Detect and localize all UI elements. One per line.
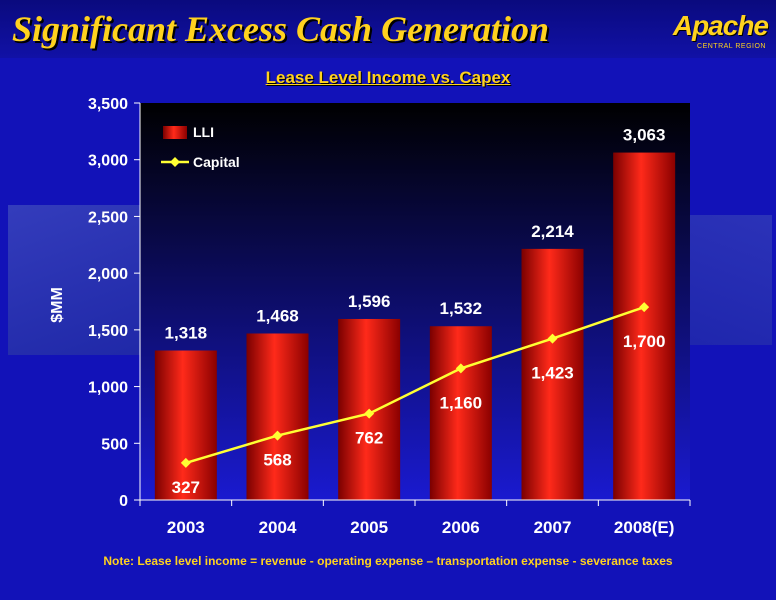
y-tick-label: 3,000 bbox=[88, 153, 128, 170]
legend-capital-label: Capital bbox=[193, 154, 240, 170]
capital-point bbox=[180, 457, 191, 468]
lli-bar bbox=[429, 326, 492, 500]
y-tick-label: 2,500 bbox=[88, 209, 128, 226]
capital-point bbox=[455, 363, 466, 374]
y-tick-label: 1,500 bbox=[88, 323, 128, 340]
capital-point bbox=[364, 408, 375, 419]
y-tick-label: 3,500 bbox=[88, 96, 128, 113]
company-logo: Apache CENTRAL REGION bbox=[666, 10, 770, 52]
y-tick-label: 2,000 bbox=[88, 266, 128, 283]
x-tick-label: 2007 bbox=[534, 518, 572, 537]
lli-data-label: 1,468 bbox=[256, 306, 299, 325]
lli-data-label: 3,063 bbox=[623, 126, 666, 145]
slide-title: Significant Excess Cash Generation bbox=[12, 9, 550, 49]
lli-data-label: 2,214 bbox=[531, 222, 574, 241]
legend-capital-marker bbox=[170, 157, 180, 167]
capital-data-label: 327 bbox=[172, 478, 200, 497]
y-tick-label: 1,000 bbox=[88, 380, 128, 397]
lli-bar bbox=[521, 248, 584, 500]
capital-point bbox=[547, 333, 558, 344]
lli-bar bbox=[246, 333, 309, 500]
y-tick-label: 0 bbox=[119, 493, 128, 510]
x-tick-label: 2003 bbox=[167, 518, 205, 537]
logo-wordmark: Apache bbox=[672, 10, 769, 41]
lli-bar bbox=[613, 152, 676, 500]
chart-title: Lease Level Income vs. Capex bbox=[265, 68, 511, 87]
logo-subtext: CENTRAL REGION bbox=[697, 43, 766, 50]
capital-data-label: 1,160 bbox=[440, 393, 483, 412]
capital-line bbox=[185, 305, 645, 465]
lli-bar bbox=[154, 350, 217, 500]
x-tick-label: 2004 bbox=[259, 518, 297, 537]
legend-lli-swatch bbox=[163, 126, 187, 139]
capital-data-label: 1,700 bbox=[623, 332, 666, 351]
footnote: Note: Lease level income = revenue - ope… bbox=[103, 554, 673, 568]
capital-data-label: 568 bbox=[263, 451, 291, 470]
y-axis-label: $MM bbox=[49, 287, 66, 323]
x-tick-label: 2008(E) bbox=[614, 518, 674, 537]
lli-data-label: 1,318 bbox=[165, 324, 208, 343]
x-tick-label: 2006 bbox=[442, 518, 480, 537]
x-tick-label: 2005 bbox=[350, 518, 388, 537]
title-banner: Significant Excess Cash Generation Apach… bbox=[0, 0, 776, 58]
plot-area bbox=[140, 103, 690, 500]
legend-lli-label: LLI bbox=[193, 124, 214, 140]
capital-data-label: 762 bbox=[355, 429, 383, 448]
lli-data-label: 1,532 bbox=[440, 299, 483, 318]
capital-point bbox=[272, 430, 283, 441]
background-photo-left bbox=[8, 205, 148, 355]
capital-point bbox=[639, 302, 650, 313]
capital-data-label: 1,423 bbox=[531, 364, 574, 383]
y-tick-label: 500 bbox=[101, 436, 128, 453]
lli-data-label: 1,596 bbox=[348, 292, 391, 311]
